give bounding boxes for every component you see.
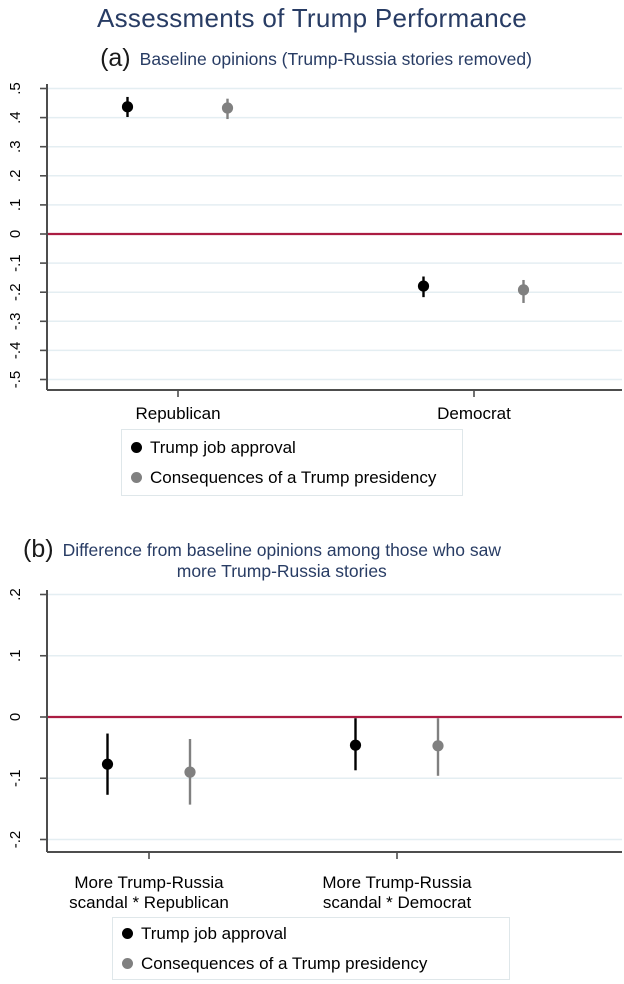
panel-b-label: (b) bbox=[23, 535, 54, 563]
y-tick-label: 0 bbox=[7, 230, 24, 238]
gray-marker-icon bbox=[131, 472, 142, 483]
panel-a-legend: Trump job approval Consequences of a Tru… bbox=[121, 429, 463, 496]
panel-a-subtitle: Baseline opinions (Trump-Russia stories … bbox=[139, 49, 532, 69]
point-marker bbox=[121, 101, 134, 113]
x-category-label: More Trump-Russia bbox=[74, 873, 224, 892]
x-category-label: scandal * Republican bbox=[69, 893, 229, 912]
y-tick-label: .3 bbox=[7, 140, 24, 153]
panel-a-plot: .5 .4 .3 .2 .1 0 -.1 -.2 -.3 -.4 -.5 Republican Demo… bbox=[7, 82, 622, 423]
gray-marker-icon bbox=[122, 958, 133, 969]
y-tick-label: .5 bbox=[7, 82, 24, 95]
y-tick-label: .4 bbox=[7, 111, 24, 124]
point-marker bbox=[517, 284, 530, 296]
y-tick-label: .2 bbox=[7, 170, 24, 183]
figure-title: Assessments of Trump Performance bbox=[96, 3, 528, 33]
point-marker bbox=[349, 739, 362, 751]
y-tick-label: .1 bbox=[7, 649, 24, 662]
x-category-label: scandal * Democrat bbox=[323, 893, 472, 912]
y-tick-label: -.2 bbox=[7, 283, 24, 301]
panel-b-legend: Trump job approval Consequences of a Tru… bbox=[112, 917, 510, 980]
panel-a-label: (a) bbox=[100, 44, 131, 72]
legend-label: Consequences of a Trump presidency bbox=[141, 953, 428, 973]
x-category-label: Democrat bbox=[437, 404, 511, 423]
panel-a-header: (a) Baseline opinions (Trump-Russia stor… bbox=[4, 44, 624, 72]
legend-item: Trump job approval bbox=[131, 438, 462, 458]
y-tick-label: .2 bbox=[7, 588, 24, 601]
point-marker bbox=[221, 102, 234, 114]
legend-item: Consequences of a Trump presidency bbox=[131, 468, 462, 488]
legend-label: Consequences of a Trump presidency bbox=[150, 467, 437, 487]
x-category-label: More Trump-Russia bbox=[322, 873, 472, 892]
y-tick-label: .1 bbox=[7, 199, 24, 212]
y-tick-label: -.5 bbox=[7, 371, 24, 389]
black-marker-icon bbox=[122, 928, 133, 939]
x-category-label: Republican bbox=[135, 404, 220, 423]
y-tick-label: 0 bbox=[7, 713, 24, 721]
point-marker bbox=[417, 280, 430, 292]
panel-b-header: (b) Difference from baseline opinions am… bbox=[0, 536, 574, 583]
point-marker bbox=[184, 766, 196, 778]
panel-b-subtitle: Difference from baseline opinions among … bbox=[62, 540, 501, 582]
y-tick-label: -.3 bbox=[7, 313, 24, 331]
legend-label: Trump job approval bbox=[150, 437, 296, 457]
y-tick-label: -.2 bbox=[7, 831, 24, 849]
point-marker bbox=[432, 740, 444, 752]
point-marker bbox=[101, 758, 114, 770]
y-tick-label: -.1 bbox=[7, 254, 24, 272]
y-tick-label: -.4 bbox=[7, 342, 24, 360]
legend-label: Trump job approval bbox=[141, 923, 287, 943]
black-marker-icon bbox=[131, 442, 142, 453]
legend-item: Trump job approval bbox=[122, 924, 509, 944]
legend-item: Consequences of a Trump presidency bbox=[122, 954, 509, 974]
y-tick-label: -.1 bbox=[7, 769, 24, 787]
